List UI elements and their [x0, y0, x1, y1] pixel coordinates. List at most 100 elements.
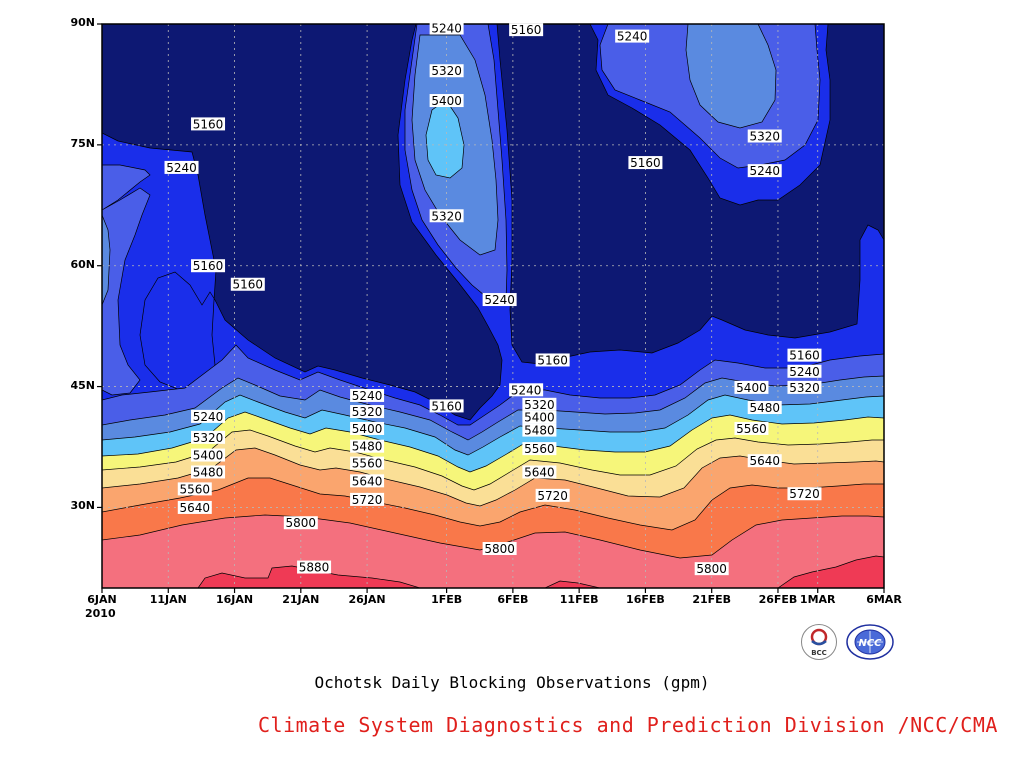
svg-text:5800: 5800 [696, 562, 727, 576]
svg-text:5560: 5560 [352, 457, 383, 471]
contour-label: 5560 [734, 421, 769, 436]
x-tick-label: 6JAN [87, 593, 117, 606]
svg-text:5560: 5560 [736, 422, 767, 436]
x-tick-label: 1MAR [799, 593, 836, 606]
svg-text:5800: 5800 [484, 542, 515, 556]
contour-label: 5640 [522, 465, 557, 479]
svg-text:5800: 5800 [286, 516, 317, 530]
svg-text:5320: 5320 [431, 64, 462, 78]
plot-frame [101, 23, 885, 589]
contour-label: 5640 [747, 454, 782, 468]
svg-text:5240: 5240 [511, 383, 542, 397]
x-tick-label: 21FEB [692, 593, 732, 606]
svg-text:5400: 5400 [193, 449, 224, 463]
svg-text:5400: 5400 [524, 411, 555, 425]
x-tick-label: 11FEB [559, 593, 599, 606]
contour-label: 5320 [350, 405, 385, 419]
contour-label: 5400 [522, 410, 557, 425]
axis-ticks [97, 23, 885, 593]
contour-labels: 5160524051605160524053205400548055605640… [164, 21, 822, 576]
contour-label: 5400 [350, 421, 385, 436]
y-tick-label: 45N [70, 378, 95, 392]
svg-text:5560: 5560 [524, 442, 555, 456]
svg-text:5400: 5400 [352, 422, 383, 436]
x-tick-label: 26FEB [758, 593, 798, 606]
svg-text:5480: 5480 [352, 440, 383, 454]
svg-text:5480: 5480 [524, 424, 555, 438]
svg-text:5240: 5240 [789, 365, 820, 379]
contour-label: 5400 [191, 448, 226, 463]
x-tick-label: 26JAN [348, 593, 386, 606]
contour-label: 5320 [747, 129, 782, 143]
x-tick-label: 16FEB [626, 593, 665, 606]
contour-label: 5480 [747, 401, 782, 415]
svg-text:5720: 5720 [352, 493, 383, 507]
contour-label: 5560 [522, 442, 557, 456]
x-tick-label: 21JAN [282, 593, 320, 606]
contour-label: 5240 [482, 293, 517, 307]
svg-text:5880: 5880 [299, 561, 330, 575]
svg-text:5240: 5240 [431, 22, 462, 36]
contour-label: 5240 [615, 30, 650, 44]
contour-label: 5240 [164, 160, 199, 175]
svg-text:5320: 5320 [431, 209, 462, 223]
svg-text:5160: 5160 [233, 278, 264, 292]
contour-label: 5800 [482, 542, 517, 556]
band-above-5880 [197, 555, 884, 588]
contour-label: 5400 [734, 380, 769, 395]
contour-label: 5720 [787, 487, 822, 501]
contour-label: 5320 [429, 209, 464, 223]
contour-label: 5240 [747, 164, 782, 178]
svg-text:5240: 5240 [749, 164, 780, 178]
x-tick-label: 16JAN [215, 593, 254, 606]
contour-label: 5480 [522, 423, 557, 438]
contour-label: 5400 [429, 94, 464, 108]
svg-text:5240: 5240 [193, 410, 224, 424]
contour-label: 5160 [429, 399, 464, 413]
contour-label: 5240 [787, 364, 822, 379]
svg-text:NCC: NCC [858, 638, 882, 649]
svg-text:5640: 5640 [180, 501, 211, 515]
contour-label: 5320 [429, 64, 464, 78]
y-tick-label: 30N [70, 499, 95, 513]
svg-text:5640: 5640 [749, 454, 780, 468]
svg-text:5400: 5400 [431, 94, 462, 108]
svg-text:5160: 5160 [193, 259, 224, 273]
contour-label: 5160 [191, 259, 226, 273]
svg-text:5160: 5160 [630, 156, 661, 170]
contour-label: 5160 [509, 23, 544, 37]
svg-text:5160: 5160 [537, 353, 568, 367]
svg-text:5240: 5240 [617, 30, 648, 44]
svg-text:5720: 5720 [789, 487, 820, 501]
contour-label: 5720 [350, 492, 385, 507]
contour-label: 5160 [787, 348, 822, 363]
contour-label: 5480 [191, 465, 226, 479]
svg-text:5640: 5640 [352, 474, 383, 488]
contour-label: 5240 [509, 383, 544, 397]
svg-text:5320: 5320 [789, 381, 820, 395]
contour-label: 5240 [350, 388, 385, 403]
svg-text:5320: 5320 [193, 431, 224, 445]
svg-text:5640: 5640 [524, 465, 555, 479]
credit-line: Climate System Diagnostics and Predictio… [258, 713, 998, 737]
contour-label: 5160 [191, 117, 226, 131]
chart-title: Ochotsk Daily Blocking Observations (gpm… [314, 673, 710, 692]
contour-label: 5640 [350, 474, 385, 488]
contour-label: 5320 [787, 380, 822, 395]
svg-text:5480: 5480 [749, 401, 780, 415]
svg-text:5320: 5320 [524, 398, 555, 412]
contour-label: 5800 [283, 516, 318, 530]
svg-text:5560: 5560 [180, 482, 211, 496]
x-tick-label: 6MAR [866, 593, 902, 606]
contour-label: 5560 [177, 482, 212, 496]
x-tick-label: 1FEB [431, 593, 463, 606]
svg-text:5240: 5240 [484, 293, 515, 307]
contour-label: 5240 [191, 409, 226, 424]
svg-text:5320: 5320 [749, 129, 780, 143]
svg-text:5160: 5160 [193, 117, 224, 131]
svg-text:5160: 5160 [511, 23, 542, 37]
year-label: 2010 [85, 607, 116, 620]
contour-label: 5640 [177, 500, 212, 515]
svg-text:5720: 5720 [537, 489, 568, 503]
svg-text:5480: 5480 [193, 465, 224, 479]
